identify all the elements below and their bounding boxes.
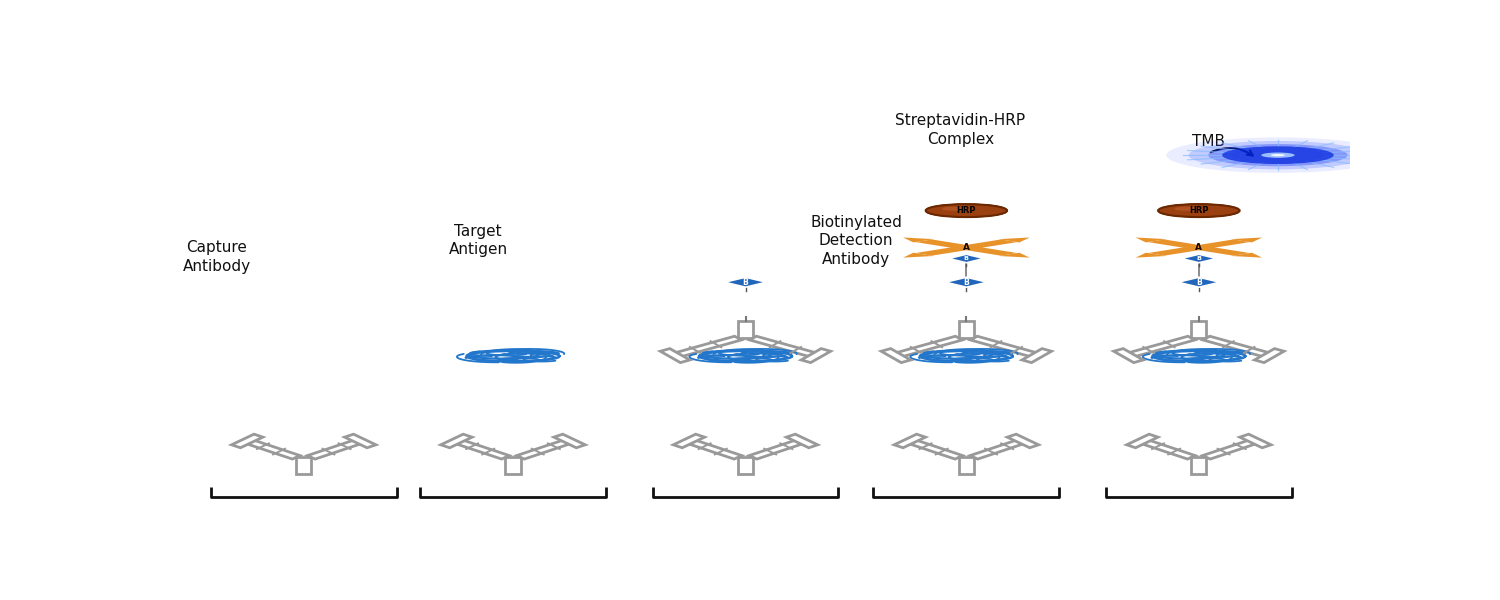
Polygon shape [970,336,1040,358]
Ellipse shape [1208,144,1347,166]
Polygon shape [296,457,312,474]
Polygon shape [308,439,364,459]
Polygon shape [958,246,1017,256]
Polygon shape [1191,322,1206,338]
Polygon shape [999,253,1029,257]
Polygon shape [518,439,573,459]
Polygon shape [903,238,934,242]
Polygon shape [441,434,472,448]
Text: A: A [1196,243,1203,252]
Polygon shape [958,457,974,474]
Polygon shape [554,434,585,448]
Text: B: B [1196,278,1202,287]
Polygon shape [674,434,705,448]
Polygon shape [801,349,831,362]
Polygon shape [894,434,926,448]
Polygon shape [660,349,690,362]
Ellipse shape [1174,206,1200,211]
Polygon shape [958,322,974,338]
Polygon shape [1191,246,1250,256]
Polygon shape [231,434,262,448]
Ellipse shape [1167,137,1389,173]
Text: Streptavidin-HRP
Complex: Streptavidin-HRP Complex [896,113,1026,146]
Polygon shape [880,349,910,362]
Polygon shape [1148,239,1208,249]
Polygon shape [1232,253,1262,257]
Polygon shape [1203,336,1272,358]
Polygon shape [1203,439,1258,459]
Polygon shape [1126,434,1158,448]
Text: HRP: HRP [1190,206,1209,215]
Polygon shape [724,277,766,287]
Text: B: B [963,278,969,287]
Polygon shape [672,336,741,358]
Polygon shape [1254,349,1284,362]
Ellipse shape [1270,154,1286,156]
Polygon shape [915,246,975,256]
Polygon shape [750,336,819,358]
Ellipse shape [942,206,968,211]
Bar [1182,245,1215,250]
Polygon shape [1138,439,1196,459]
Text: TMB: TMB [1191,134,1224,149]
Polygon shape [1191,457,1206,474]
Polygon shape [1178,277,1219,287]
Polygon shape [506,457,520,474]
Ellipse shape [1188,141,1366,169]
Ellipse shape [926,204,1007,217]
Polygon shape [945,277,987,287]
Polygon shape [738,457,753,474]
Polygon shape [243,439,300,459]
Polygon shape [1136,238,1167,242]
Polygon shape [1148,246,1208,256]
Text: Biotinylated
Detection
Antibody: Biotinylated Detection Antibody [810,215,901,267]
Ellipse shape [926,204,1007,217]
Polygon shape [345,434,376,448]
Polygon shape [1239,434,1270,448]
Polygon shape [906,439,963,459]
Text: Capture
Antibody: Capture Antibody [183,240,250,274]
Text: HRP: HRP [957,206,976,215]
Polygon shape [1022,349,1052,362]
Polygon shape [786,434,818,448]
Polygon shape [999,238,1029,242]
Polygon shape [1113,349,1143,362]
Polygon shape [738,322,753,338]
Polygon shape [453,439,509,459]
Text: B: B [1197,256,1202,261]
Text: B: B [742,278,748,287]
Polygon shape [892,336,962,358]
Bar [950,245,982,250]
Ellipse shape [1158,204,1239,217]
Polygon shape [1007,434,1038,448]
Text: B: B [964,256,969,261]
Text: Target
Antigen: Target Antigen [448,224,507,257]
Polygon shape [948,254,984,263]
Polygon shape [1125,336,1194,358]
Polygon shape [1136,253,1167,257]
Ellipse shape [1158,204,1239,217]
Polygon shape [903,253,934,257]
Polygon shape [686,439,741,459]
Ellipse shape [1262,152,1294,158]
Polygon shape [958,239,1017,249]
Polygon shape [1191,239,1250,249]
Ellipse shape [1222,146,1334,164]
Polygon shape [1232,238,1262,242]
Text: A: A [963,243,970,252]
Polygon shape [915,239,975,249]
Polygon shape [750,439,806,459]
Polygon shape [970,439,1026,459]
Polygon shape [1180,254,1216,263]
